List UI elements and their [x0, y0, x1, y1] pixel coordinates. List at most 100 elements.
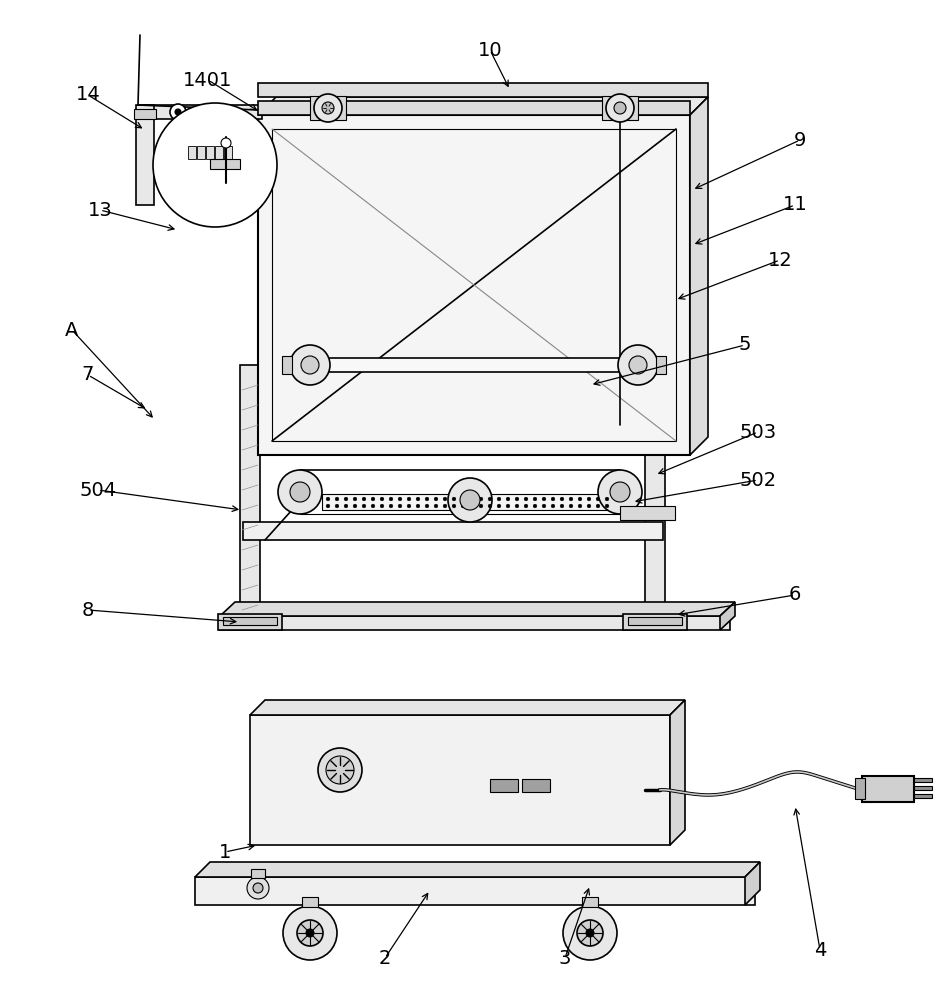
Bar	[251, 869, 265, 878]
Circle shape	[398, 504, 402, 508]
Circle shape	[380, 504, 384, 508]
Bar	[914, 778, 932, 782]
Circle shape	[524, 504, 528, 508]
Circle shape	[344, 497, 348, 501]
Circle shape	[629, 356, 647, 374]
Circle shape	[488, 504, 492, 508]
Circle shape	[326, 504, 330, 508]
Circle shape	[247, 877, 269, 899]
Bar	[522, 779, 550, 792]
Circle shape	[362, 497, 366, 501]
Bar	[243, 522, 663, 540]
Text: 503: 503	[739, 422, 777, 442]
Circle shape	[372, 497, 374, 501]
Circle shape	[326, 756, 354, 784]
Bar	[490, 779, 518, 792]
Text: 5: 5	[738, 336, 752, 355]
Circle shape	[461, 504, 465, 508]
Text: 12: 12	[768, 250, 792, 269]
Bar	[272, 129, 676, 441]
Circle shape	[578, 504, 582, 508]
Bar	[620, 506, 675, 520]
Circle shape	[434, 504, 438, 508]
Circle shape	[460, 490, 480, 510]
Polygon shape	[258, 97, 708, 115]
Circle shape	[306, 929, 314, 937]
Circle shape	[587, 504, 591, 508]
Circle shape	[497, 497, 501, 501]
Circle shape	[471, 497, 473, 501]
Bar	[322, 494, 617, 510]
Circle shape	[389, 497, 393, 501]
Circle shape	[362, 504, 366, 508]
Text: 504: 504	[79, 481, 117, 499]
Text: 8: 8	[82, 600, 94, 619]
Circle shape	[506, 497, 510, 501]
Text: A: A	[65, 320, 78, 340]
Bar	[602, 96, 638, 120]
Circle shape	[453, 497, 455, 501]
Bar	[258, 101, 690, 115]
Circle shape	[283, 906, 337, 960]
Circle shape	[552, 497, 554, 501]
Circle shape	[318, 748, 362, 792]
Circle shape	[598, 470, 642, 514]
Bar	[645, 365, 665, 615]
Circle shape	[515, 497, 519, 501]
Circle shape	[563, 906, 617, 960]
Circle shape	[542, 497, 546, 501]
Circle shape	[335, 497, 339, 501]
Circle shape	[497, 504, 501, 508]
Bar	[250, 715, 670, 845]
Text: 1: 1	[219, 842, 231, 861]
Text: 9: 9	[794, 130, 806, 149]
Circle shape	[335, 504, 339, 508]
Circle shape	[443, 504, 447, 508]
Circle shape	[461, 497, 465, 501]
Bar	[310, 96, 346, 120]
Polygon shape	[670, 700, 685, 845]
Polygon shape	[745, 862, 760, 905]
Bar	[656, 356, 666, 374]
Circle shape	[416, 504, 420, 508]
Text: 4: 4	[814, 940, 826, 960]
Circle shape	[570, 504, 572, 508]
Bar	[855, 778, 865, 799]
Circle shape	[471, 504, 473, 508]
Circle shape	[354, 504, 356, 508]
Bar	[218, 614, 282, 630]
Circle shape	[326, 497, 330, 501]
Circle shape	[552, 504, 554, 508]
Circle shape	[586, 929, 594, 937]
Text: 11: 11	[783, 196, 807, 215]
Text: 7: 7	[82, 365, 94, 384]
Text: 2: 2	[379, 948, 391, 968]
Circle shape	[577, 920, 603, 946]
Bar	[220, 616, 730, 630]
Bar	[302, 897, 318, 907]
Circle shape	[443, 497, 447, 501]
Circle shape	[560, 497, 564, 501]
Bar	[197, 146, 205, 159]
Circle shape	[297, 920, 323, 946]
Text: 14: 14	[75, 86, 100, 104]
Bar	[258, 115, 690, 455]
Circle shape	[618, 345, 658, 385]
Circle shape	[605, 504, 609, 508]
Text: 3: 3	[559, 948, 571, 968]
Circle shape	[425, 504, 429, 508]
Circle shape	[175, 109, 181, 115]
Circle shape	[542, 504, 546, 508]
Circle shape	[425, 497, 429, 501]
Circle shape	[314, 94, 342, 122]
Circle shape	[389, 504, 393, 508]
Circle shape	[560, 504, 564, 508]
Bar	[628, 617, 682, 625]
Text: 13: 13	[88, 200, 112, 220]
Bar	[862, 776, 914, 802]
Bar	[623, 614, 687, 630]
Bar	[224, 146, 232, 159]
Circle shape	[380, 497, 384, 501]
Circle shape	[610, 482, 630, 502]
Bar	[215, 146, 223, 159]
